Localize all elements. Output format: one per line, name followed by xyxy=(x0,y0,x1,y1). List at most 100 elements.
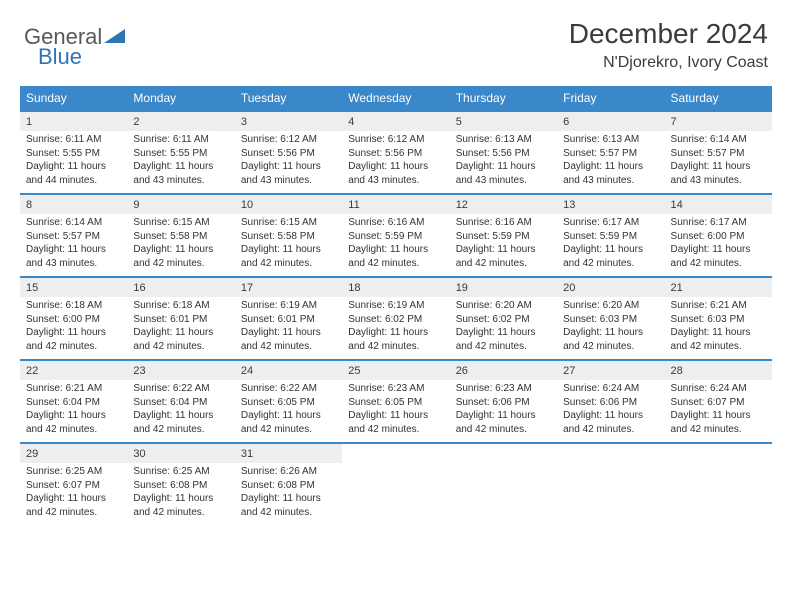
sunrise-line: Sunrise: 6:21 AM xyxy=(26,382,121,396)
week-row: 8Sunrise: 6:14 AMSunset: 5:57 PMDaylight… xyxy=(20,193,772,276)
day-cell: 24Sunrise: 6:22 AMSunset: 6:05 PMDayligh… xyxy=(235,361,342,442)
daylight-line: Daylight: 11 hours and 43 minutes. xyxy=(348,160,443,187)
day-cell: 14Sunrise: 6:17 AMSunset: 6:00 PMDayligh… xyxy=(665,195,772,276)
sunset-line: Sunset: 5:59 PM xyxy=(348,230,443,244)
day-body: Sunrise: 6:16 AMSunset: 5:59 PMDaylight:… xyxy=(342,214,449,276)
logo-text-blue-wrap: Blue xyxy=(38,44,82,70)
day-cell: 13Sunrise: 6:17 AMSunset: 5:59 PMDayligh… xyxy=(557,195,664,276)
day-body: Sunrise: 6:20 AMSunset: 6:03 PMDaylight:… xyxy=(557,297,664,359)
day-cell: 27Sunrise: 6:24 AMSunset: 6:06 PMDayligh… xyxy=(557,361,664,442)
day-body: Sunrise: 6:26 AMSunset: 6:08 PMDaylight:… xyxy=(235,463,342,525)
daylight-line: Daylight: 11 hours and 42 minutes. xyxy=(671,243,766,270)
day-cell: 12Sunrise: 6:16 AMSunset: 5:59 PMDayligh… xyxy=(450,195,557,276)
daylight-line: Daylight: 11 hours and 42 minutes. xyxy=(348,326,443,353)
sunrise-line: Sunrise: 6:21 AM xyxy=(671,299,766,313)
week-row: 15Sunrise: 6:18 AMSunset: 6:00 PMDayligh… xyxy=(20,276,772,359)
dow-cell: Wednesday xyxy=(342,86,449,110)
daylight-line: Daylight: 11 hours and 42 minutes. xyxy=(241,492,336,519)
day-cell: 28Sunrise: 6:24 AMSunset: 6:07 PMDayligh… xyxy=(665,361,772,442)
day-number: 19 xyxy=(450,278,557,297)
day-body: Sunrise: 6:24 AMSunset: 6:06 PMDaylight:… xyxy=(557,380,664,442)
day-number: 29 xyxy=(20,444,127,463)
week-row: 29Sunrise: 6:25 AMSunset: 6:07 PMDayligh… xyxy=(20,442,772,525)
day-cell: 18Sunrise: 6:19 AMSunset: 6:02 PMDayligh… xyxy=(342,278,449,359)
sunset-line: Sunset: 5:57 PM xyxy=(563,147,658,161)
day-number: 13 xyxy=(557,195,664,214)
sunset-line: Sunset: 6:08 PM xyxy=(241,479,336,493)
sunrise-line: Sunrise: 6:24 AM xyxy=(563,382,658,396)
day-cell: 21Sunrise: 6:21 AMSunset: 6:03 PMDayligh… xyxy=(665,278,772,359)
sunset-line: Sunset: 5:55 PM xyxy=(133,147,228,161)
empty-cell xyxy=(557,444,664,525)
sunrise-line: Sunrise: 6:20 AM xyxy=(563,299,658,313)
sunrise-line: Sunrise: 6:20 AM xyxy=(456,299,551,313)
day-number: 23 xyxy=(127,361,234,380)
sunrise-line: Sunrise: 6:16 AM xyxy=(456,216,551,230)
sunset-line: Sunset: 6:03 PM xyxy=(563,313,658,327)
day-body: Sunrise: 6:25 AMSunset: 6:07 PMDaylight:… xyxy=(20,463,127,525)
day-body: Sunrise: 6:21 AMSunset: 6:04 PMDaylight:… xyxy=(20,380,127,442)
sunset-line: Sunset: 5:59 PM xyxy=(563,230,658,244)
daylight-line: Daylight: 11 hours and 42 minutes. xyxy=(26,326,121,353)
logo-text-blue: Blue xyxy=(38,44,82,69)
location: N'Djorekro, Ivory Coast xyxy=(569,54,768,72)
day-cell: 25Sunrise: 6:23 AMSunset: 6:05 PMDayligh… xyxy=(342,361,449,442)
daylight-line: Daylight: 11 hours and 42 minutes. xyxy=(241,326,336,353)
day-number: 6 xyxy=(557,112,664,131)
daylight-line: Daylight: 11 hours and 42 minutes. xyxy=(348,243,443,270)
day-body: Sunrise: 6:15 AMSunset: 5:58 PMDaylight:… xyxy=(127,214,234,276)
daylight-line: Daylight: 11 hours and 43 minutes. xyxy=(456,160,551,187)
day-number: 26 xyxy=(450,361,557,380)
day-number: 2 xyxy=(127,112,234,131)
sunset-line: Sunset: 6:02 PM xyxy=(456,313,551,327)
sunrise-line: Sunrise: 6:14 AM xyxy=(671,133,766,147)
daylight-line: Daylight: 11 hours and 42 minutes. xyxy=(563,409,658,436)
daylight-line: Daylight: 11 hours and 42 minutes. xyxy=(671,409,766,436)
day-body: Sunrise: 6:23 AMSunset: 6:05 PMDaylight:… xyxy=(342,380,449,442)
sunset-line: Sunset: 6:05 PM xyxy=(241,396,336,410)
dow-cell: Saturday xyxy=(665,86,772,110)
day-body: Sunrise: 6:19 AMSunset: 6:01 PMDaylight:… xyxy=(235,297,342,359)
day-cell: 29Sunrise: 6:25 AMSunset: 6:07 PMDayligh… xyxy=(20,444,127,525)
sunset-line: Sunset: 6:00 PM xyxy=(671,230,766,244)
sunrise-line: Sunrise: 6:24 AM xyxy=(671,382,766,396)
day-number: 25 xyxy=(342,361,449,380)
day-number: 11 xyxy=(342,195,449,214)
daylight-line: Daylight: 11 hours and 42 minutes. xyxy=(456,326,551,353)
sunrise-line: Sunrise: 6:11 AM xyxy=(133,133,228,147)
day-cell: 26Sunrise: 6:23 AMSunset: 6:06 PMDayligh… xyxy=(450,361,557,442)
day-cell: 5Sunrise: 6:13 AMSunset: 5:56 PMDaylight… xyxy=(450,112,557,193)
day-cell: 9Sunrise: 6:15 AMSunset: 5:58 PMDaylight… xyxy=(127,195,234,276)
sunrise-line: Sunrise: 6:18 AM xyxy=(133,299,228,313)
sunrise-line: Sunrise: 6:25 AM xyxy=(26,465,121,479)
daylight-line: Daylight: 11 hours and 42 minutes. xyxy=(456,409,551,436)
daylight-line: Daylight: 11 hours and 43 minutes. xyxy=(671,160,766,187)
sunrise-line: Sunrise: 6:15 AM xyxy=(241,216,336,230)
day-number: 8 xyxy=(20,195,127,214)
sunset-line: Sunset: 5:58 PM xyxy=(133,230,228,244)
day-number: 21 xyxy=(665,278,772,297)
sunrise-line: Sunrise: 6:22 AM xyxy=(241,382,336,396)
daylight-line: Daylight: 11 hours and 42 minutes. xyxy=(133,243,228,270)
day-body: Sunrise: 6:25 AMSunset: 6:08 PMDaylight:… xyxy=(127,463,234,525)
sunset-line: Sunset: 6:03 PM xyxy=(671,313,766,327)
day-body: Sunrise: 6:17 AMSunset: 6:00 PMDaylight:… xyxy=(665,214,772,276)
sunset-line: Sunset: 6:02 PM xyxy=(348,313,443,327)
day-body: Sunrise: 6:12 AMSunset: 5:56 PMDaylight:… xyxy=(342,131,449,193)
sunrise-line: Sunrise: 6:23 AM xyxy=(456,382,551,396)
empty-cell xyxy=(665,444,772,525)
sunset-line: Sunset: 5:58 PM xyxy=(241,230,336,244)
day-cell: 8Sunrise: 6:14 AMSunset: 5:57 PMDaylight… xyxy=(20,195,127,276)
daylight-line: Daylight: 11 hours and 42 minutes. xyxy=(241,243,336,270)
dow-cell: Tuesday xyxy=(235,86,342,110)
day-cell: 7Sunrise: 6:14 AMSunset: 5:57 PMDaylight… xyxy=(665,112,772,193)
daylight-line: Daylight: 11 hours and 42 minutes. xyxy=(241,409,336,436)
dow-cell: Thursday xyxy=(450,86,557,110)
empty-cell xyxy=(450,444,557,525)
daylight-line: Daylight: 11 hours and 42 minutes. xyxy=(133,409,228,436)
day-body: Sunrise: 6:21 AMSunset: 6:03 PMDaylight:… xyxy=(665,297,772,359)
day-body: Sunrise: 6:14 AMSunset: 5:57 PMDaylight:… xyxy=(665,131,772,193)
day-body: Sunrise: 6:17 AMSunset: 5:59 PMDaylight:… xyxy=(557,214,664,276)
day-cell: 4Sunrise: 6:12 AMSunset: 5:56 PMDaylight… xyxy=(342,112,449,193)
logo-triangle-icon xyxy=(104,28,126,49)
